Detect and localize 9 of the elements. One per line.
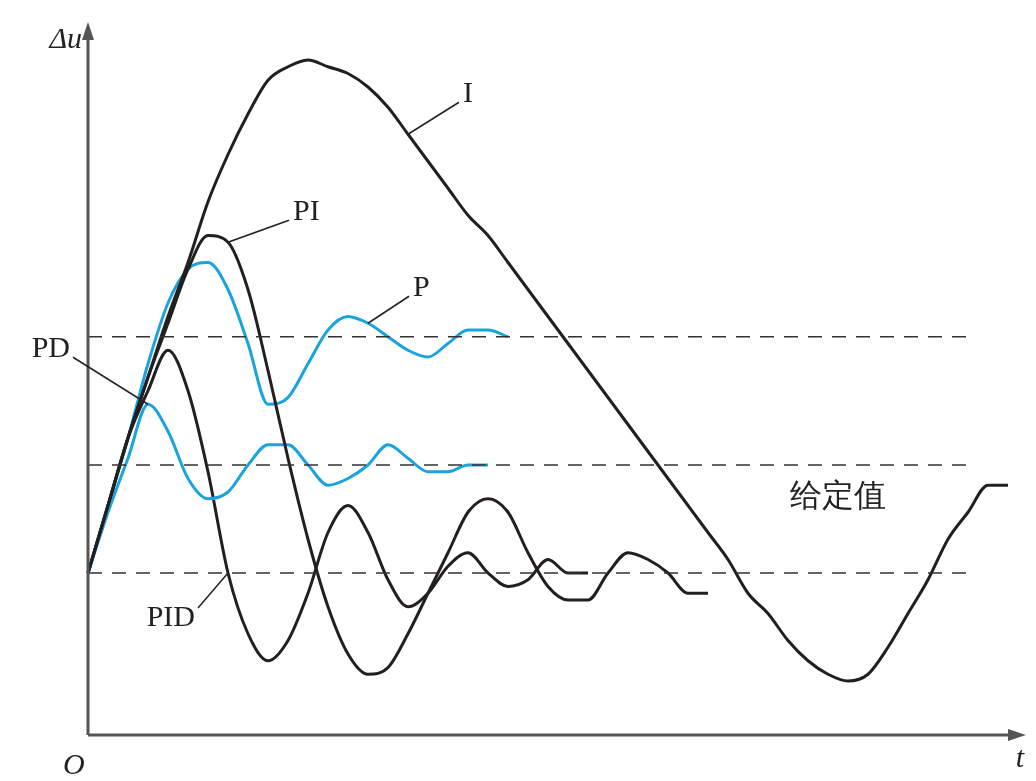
series-label: I [463,75,473,109]
x-axis-title: t [1015,739,1025,773]
annotation: 给定值 [790,476,886,515]
series-label: P [413,269,430,303]
text: O [63,746,85,780]
y-axis-title: Δu [48,20,82,54]
legend-label: PID [146,598,195,632]
text: PD [31,330,70,364]
text: PI [293,193,320,227]
